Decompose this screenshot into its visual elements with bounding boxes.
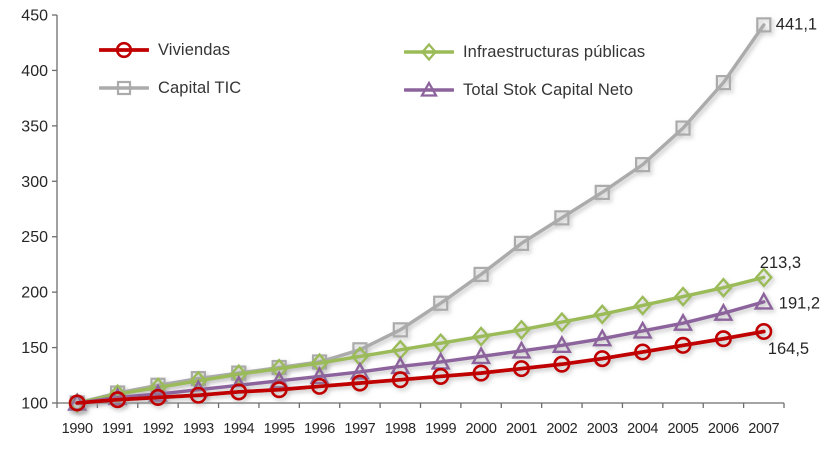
square-marker-icon [594, 184, 610, 200]
circle-marker-icon [391, 371, 409, 389]
diamond-marker-icon [633, 295, 652, 316]
circle-marker-icon [68, 394, 86, 412]
series-diamond [68, 267, 773, 414]
x-axis-label: 2005 [667, 421, 698, 437]
triangle-marker-icon [753, 291, 774, 310]
diamond-marker-icon [108, 383, 127, 405]
x-axis-label: 2007 [748, 421, 779, 437]
circle-marker-icon [189, 386, 207, 404]
triangle-marker-icon [147, 383, 169, 402]
x-axis-label: 1995 [264, 421, 295, 437]
circle-marker-icon [351, 374, 369, 392]
circle-marker-icon [432, 367, 450, 385]
y-axis-label: 300 [21, 174, 48, 191]
circle-marker-icon [230, 383, 248, 401]
series-circle [68, 322, 773, 412]
x-axis-label: 2000 [466, 421, 497, 437]
x-axis-label: 1997 [344, 421, 375, 437]
circle-marker-icon [149, 388, 167, 407]
square-marker-icon [392, 322, 408, 338]
end-value-label: 164,5 [768, 340, 809, 358]
y-axis-label: 200 [21, 285, 48, 302]
square-marker-icon [433, 295, 449, 311]
circle-marker-icon [472, 364, 490, 382]
y-axis-label: 450 [21, 8, 48, 25]
triangle-marker-icon [672, 312, 694, 331]
y-axis-label: 350 [21, 118, 48, 135]
circle-marker-icon [714, 330, 732, 348]
y-axis-label: 250 [21, 229, 48, 246]
square-marker-icon [715, 75, 732, 91]
diamond-marker-icon [754, 267, 773, 288]
x-axis-label: 1994 [223, 421, 254, 437]
circle-marker-icon [109, 391, 127, 409]
triangle-marker-icon [269, 370, 290, 389]
diamond-marker-icon [512, 319, 531, 341]
square-marker-icon [756, 17, 772, 33]
diamond-marker-icon [714, 277, 733, 299]
diamond-marker-icon [270, 358, 289, 379]
diamond-marker-icon [593, 304, 612, 325]
series-square [69, 17, 772, 411]
diamond-marker-icon [310, 352, 329, 374]
y-axis-label: 100 [21, 396, 48, 413]
x-axis-label: 2006 [708, 421, 739, 437]
circle-marker-icon [553, 355, 571, 373]
x-axis-label: 1998 [385, 421, 416, 437]
square-marker-icon [554, 210, 570, 226]
y-axis-label: 400 [21, 63, 48, 80]
circle-marker-icon [512, 360, 531, 378]
series-line [75, 275, 766, 405]
diamond-marker-icon [229, 363, 248, 385]
x-axis-label: 1990 [62, 421, 93, 437]
x-axis-label: 1991 [102, 421, 133, 437]
circle-marker-icon [755, 322, 773, 341]
triangle-marker-icon [471, 345, 492, 365]
triangle-marker-icon [551, 334, 572, 354]
x-axis-label: 2001 [506, 421, 537, 437]
triangle-marker-icon [511, 340, 532, 359]
square-marker-icon [635, 157, 651, 173]
triangle-marker-icon [713, 302, 734, 321]
diamond-marker-icon [673, 286, 693, 307]
triangle-marker-icon [349, 361, 370, 380]
x-axis-label: 1999 [425, 421, 456, 437]
triangle-marker-icon [107, 386, 128, 406]
series-triangle [67, 291, 774, 411]
x-axis-label: 1992 [142, 421, 173, 437]
end-value-label: 191,2 [779, 294, 820, 312]
y-axis-label: 150 [21, 340, 48, 357]
triangle-marker-icon [632, 320, 653, 339]
x-axis-label: 2004 [627, 421, 658, 437]
triangle-marker-icon [309, 365, 330, 385]
diamond-marker-icon [471, 326, 491, 347]
square-marker-icon [513, 235, 530, 251]
end-value-label: 213,3 [760, 254, 801, 272]
x-axis-label: 1996 [304, 421, 335, 437]
triangle-marker-icon [592, 328, 613, 347]
end-value-label: 441,1 [776, 15, 817, 33]
square-marker-icon [675, 120, 691, 136]
circle-marker-icon [593, 350, 611, 368]
x-axis-label: 2003 [587, 421, 618, 437]
circle-marker-icon [310, 377, 329, 395]
x-axis-label: 2002 [546, 421, 577, 437]
circle-marker-icon [674, 336, 692, 354]
diamond-marker-icon [552, 311, 571, 333]
x-axis-label: 1993 [183, 421, 214, 437]
square-marker-icon [473, 266, 489, 283]
circle-marker-icon [270, 381, 288, 399]
circle-marker-icon [634, 343, 652, 361]
